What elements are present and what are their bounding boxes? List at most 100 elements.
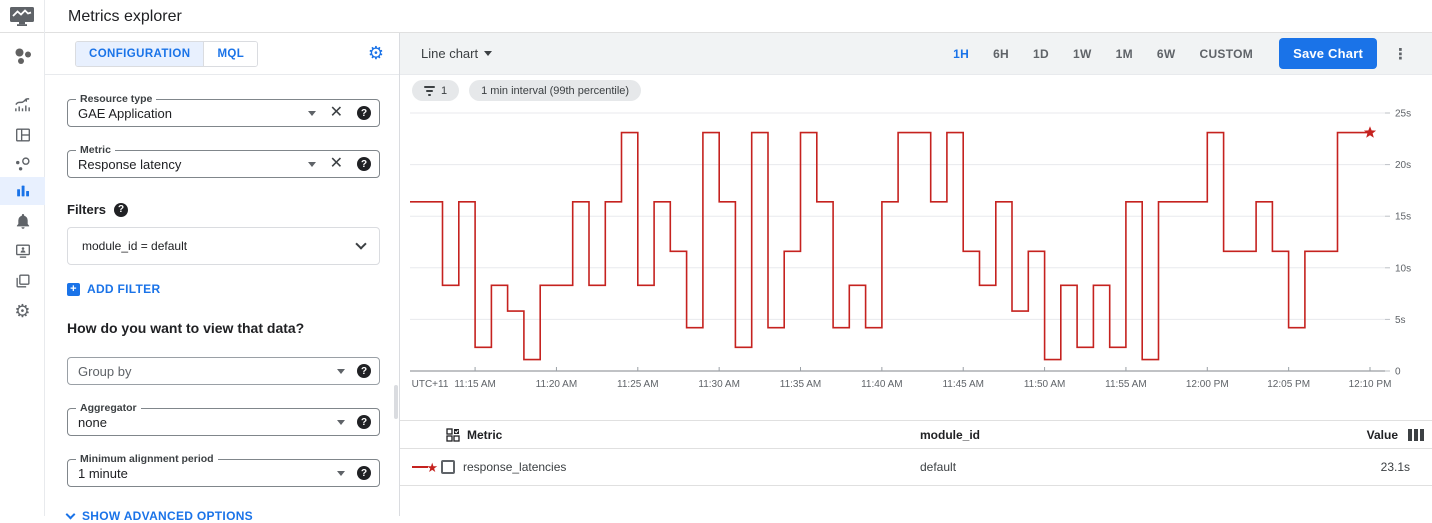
column-header-value[interactable]: Value [1366, 427, 1398, 442]
dropdown-caret-icon [484, 51, 493, 56]
add-box-icon: + [67, 282, 80, 296]
row-checkbox[interactable] [441, 460, 455, 474]
clear-icon[interactable]: ✕ [329, 104, 343, 121]
more-options-kebab-icon[interactable]: ⋮ [1393, 45, 1408, 63]
uptime-monitor-icon [15, 244, 30, 258]
config-tabs-row: CONFIGURATION MQL ⚙ [45, 33, 399, 75]
dashboard-icon [15, 128, 30, 142]
chart-settings-gear-icon[interactable]: ⚙ [367, 43, 384, 63]
aggregator-field[interactable]: Aggregator none ? [67, 402, 380, 436]
svg-text:11:25 AM: 11:25 AM [617, 379, 659, 390]
filters-label: Filters [67, 202, 107, 217]
time-range-custom[interactable]: CUSTOM [1199, 46, 1254, 61]
sidebar-item-groups[interactable] [0, 267, 45, 295]
cell-value: 23.1s [1380, 460, 1410, 474]
svg-text:15s: 15s [1395, 212, 1411, 223]
monitor-chart-icon [10, 7, 34, 26]
series-legend-marker: ★ [412, 461, 438, 474]
chart-toolbar: Line chart 1H 6H 1D 1W 1M 6W CUSTOM Save… [400, 33, 1432, 75]
config-scrollbar-thumb[interactable] [394, 385, 398, 419]
time-range-6h[interactable]: 6H [993, 46, 1010, 61]
show-advanced-options-button[interactable]: SHOW ADVANCED OPTIONS [65, 509, 380, 523]
time-range-1w[interactable]: 1W [1072, 46, 1092, 61]
column-header-metric[interactable]: Metric [467, 427, 503, 442]
filter-count-chip[interactable]: 1 [412, 80, 460, 101]
interval-percentile-chip[interactable]: 1 min interval (99th percentile) [469, 80, 642, 101]
chart-type-dropdown[interactable]: Line chart [421, 46, 498, 61]
sidebar-item-alerting[interactable] [0, 207, 45, 235]
sidebar-item-overview[interactable] [0, 91, 45, 119]
chevron-down-icon [355, 238, 367, 250]
sidebar-item-monitoring-logo[interactable] [0, 43, 45, 71]
bell-icon [16, 213, 29, 229]
help-icon[interactable]: ? [357, 106, 371, 120]
svg-text:11:30 AM: 11:30 AM [698, 379, 740, 390]
group-by-field[interactable]: Group by ? [67, 357, 380, 385]
gear-icon: ⚙ [14, 301, 31, 321]
sidebar-item-settings[interactable]: ⚙ [0, 297, 45, 325]
sidebar-item-uptime-checks[interactable] [0, 237, 45, 265]
chart-type-label: Line chart [421, 46, 479, 61]
sidebar-item-dashboards[interactable] [0, 121, 45, 149]
monitoring-product-logo[interactable] [0, 0, 45, 33]
help-icon[interactable]: ? [114, 202, 129, 217]
dropdown-caret-icon[interactable] [307, 161, 316, 167]
svg-text:11:15 AM: 11:15 AM [454, 379, 496, 390]
time-range-1m[interactable]: 1M [1115, 46, 1133, 61]
tab-mql[interactable]: MQL [204, 41, 258, 66]
svg-text:11:50 AM: 11:50 AM [1024, 379, 1066, 390]
metric-field[interactable]: Metric Response latency ✕ ? [67, 144, 380, 178]
svg-text:11:45 AM: 11:45 AM [942, 379, 984, 390]
left-nav-rail: ⚙ [0, 33, 45, 516]
services-icon [16, 156, 30, 170]
dropdown-caret-icon[interactable] [337, 419, 345, 425]
metric-value: Response latency [78, 156, 182, 172]
clear-icon[interactable]: ✕ [329, 155, 343, 172]
svg-text:0: 0 [1395, 367, 1401, 378]
group-by-placeholder: Group by [78, 363, 132, 379]
select-all-grid-icon[interactable] [446, 428, 460, 442]
dropdown-caret-icon[interactable] [337, 368, 345, 374]
add-filter-label: ADD FILTER [87, 282, 161, 296]
svg-text:12:05 PM: 12:05 PM [1267, 379, 1310, 390]
monitoring-cluster-icon [15, 48, 31, 64]
sidebar-item-metrics-explorer[interactable] [0, 177, 45, 205]
sidebar-item-services[interactable] [0, 150, 45, 178]
latency-line-chart[interactable]: 0 5s 10s 15s 20s 25s UTC+11 11:15 AM 11:20 AM 11:… [400, 89, 1432, 405]
time-range-1d[interactable]: 1D [1033, 46, 1049, 61]
min-alignment-field[interactable]: Minimum alignment period 1 minute ? [67, 453, 380, 487]
dropdown-caret-icon[interactable] [307, 110, 316, 116]
help-icon[interactable]: ? [357, 364, 371, 378]
add-filter-button[interactable]: + ADD FILTER [67, 282, 380, 296]
column-settings-icon[interactable] [1408, 429, 1424, 441]
column-header-module-id[interactable]: module_id [920, 427, 981, 442]
resource-type-value: GAE Application [78, 105, 172, 121]
svg-text:11:35 AM: 11:35 AM [780, 379, 822, 390]
cell-module-id: default [920, 460, 957, 474]
series-line-swatch [412, 466, 429, 468]
svg-text:20s: 20s [1395, 160, 1411, 171]
bar-chart-icon [16, 185, 29, 197]
dropdown-caret-icon[interactable] [337, 470, 345, 476]
groups-icon [15, 274, 30, 288]
svg-text:UTC+11: UTC+11 [412, 379, 449, 390]
help-icon[interactable]: ? [357, 415, 371, 429]
filters-heading: Filters ? [67, 202, 380, 217]
svg-text:10s: 10s [1395, 263, 1411, 274]
filter-expression: module_id = default [82, 239, 188, 253]
time-range-6w[interactable]: 6W [1156, 46, 1176, 61]
tab-configuration[interactable]: CONFIGURATION [76, 41, 205, 66]
time-range-1h[interactable]: 1H [953, 46, 970, 61]
page-title: Metrics explorer [68, 7, 182, 25]
svg-text:11:20 AM: 11:20 AM [536, 379, 578, 390]
help-icon[interactable]: ? [357, 157, 371, 171]
chevron-down-icon [65, 509, 76, 520]
filter-chip-module-id[interactable]: module_id = default [67, 227, 380, 265]
svg-text:25s: 25s [1395, 109, 1411, 120]
resource-type-field[interactable]: Resource type GAE Application ✕ ? [67, 93, 380, 127]
trend-chart-icon [15, 97, 30, 111]
save-chart-button[interactable]: Save Chart [1279, 38, 1377, 69]
table-row-response-latencies[interactable]: ★ response_latencies default 23.1s [400, 449, 1432, 486]
help-icon[interactable]: ? [357, 466, 371, 480]
